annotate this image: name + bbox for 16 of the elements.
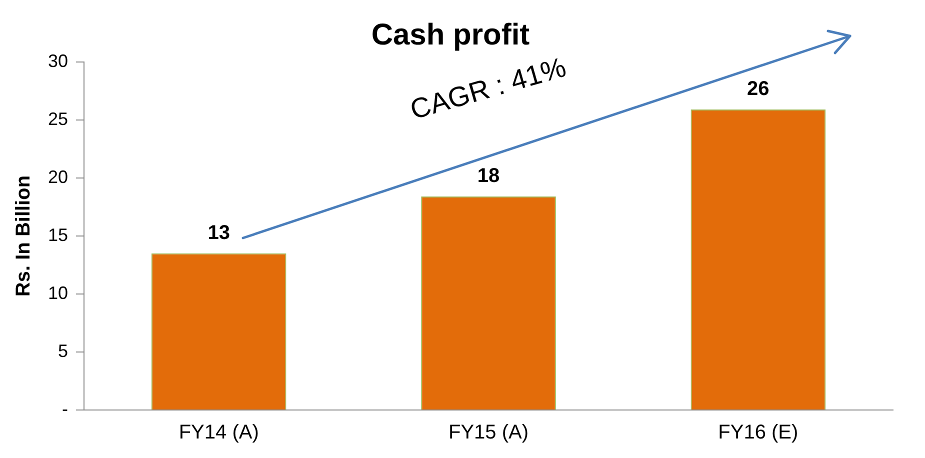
x-tick-label: FY16 (E) (718, 422, 798, 444)
annotation: CAGR : 41% (406, 51, 570, 126)
y-tick-label: 15 (48, 224, 68, 245)
y-axis-title: Rs. In Billion (12, 175, 35, 297)
data-label: 26 (747, 78, 770, 100)
data-label: 13 (208, 222, 230, 244)
y-tick-label: 10 (48, 282, 68, 303)
y-tick-label: 20 (48, 166, 68, 187)
y-tick-label: - (62, 398, 68, 419)
x-tick-label: FY14 (A) (178, 422, 259, 444)
data-label: 18 (477, 165, 500, 188)
x-tick-label: FY15 (A) (448, 422, 529, 444)
y-tick-label: 5 (58, 340, 68, 361)
y-tick-label: 25 (48, 108, 68, 129)
y-tick-label: 30 (48, 50, 68, 71)
chart-title: Cash profit (371, 18, 530, 52)
